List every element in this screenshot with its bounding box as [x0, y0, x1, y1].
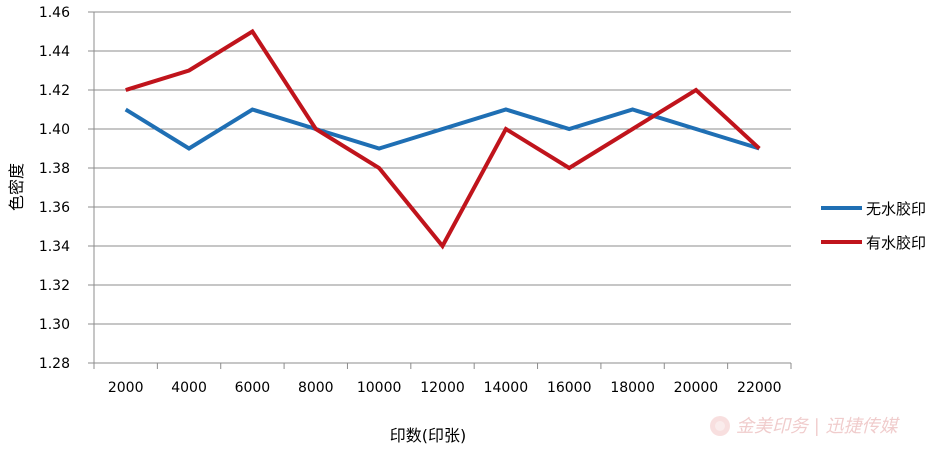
y-tick-label: 1.28	[39, 356, 70, 372]
y-tick-label: 1.38	[39, 161, 70, 177]
axes	[88, 11, 792, 369]
x-tick-label: 6000	[235, 380, 271, 396]
y-tick-label: 1.36	[39, 200, 70, 216]
y-tick-label: 1.32	[39, 278, 70, 294]
x-tick-label: 18000	[610, 380, 655, 396]
x-tick-label: 12000	[420, 380, 465, 396]
y-tick-label: 1.42	[39, 83, 70, 99]
y-tick-label: 1.40	[39, 122, 70, 138]
x-axis-title: 印数(印张)	[390, 426, 467, 445]
grid-lines	[94, 11, 791, 325]
svg-text:金美印务 | 迅捷传媒: 金美印务 | 迅捷传媒	[736, 416, 901, 437]
x-tick-label: 2000	[108, 380, 144, 396]
legend-label: 有水胶印	[866, 234, 926, 252]
x-tick-label: 10000	[357, 380, 402, 396]
legend-label: 无水胶印	[866, 200, 926, 218]
x-tick-labels: 2000 4000 6000 8000 10000 12000 14000 16000 1800…	[108, 380, 782, 396]
x-tick-label: 4000	[171, 380, 207, 396]
y-tick-label: 1.44	[39, 44, 70, 60]
y-tick-label: 1.30	[39, 317, 70, 333]
y-tick-label: 1.46	[39, 5, 70, 21]
y-axis-title: 色密度	[7, 163, 26, 211]
x-tick-label: 22000	[737, 380, 782, 396]
series-lines	[124, 28, 761, 250]
y-tick-label: 1.34	[39, 239, 70, 255]
x-tick-label: 8000	[298, 380, 334, 396]
watermark-logo: 金美印务 | 迅捷传媒	[706, 406, 946, 446]
x-tick-label: 16000	[547, 380, 592, 396]
x-tick-label: 14000	[484, 380, 529, 396]
x-tick-label: 20000	[674, 380, 719, 396]
y-tick-labels: 1.28 1.30 1.32 1.34 1.36 1.38 1.40 1.42 1.44 1.46	[39, 5, 70, 372]
series-line-2	[125, 28, 761, 250]
